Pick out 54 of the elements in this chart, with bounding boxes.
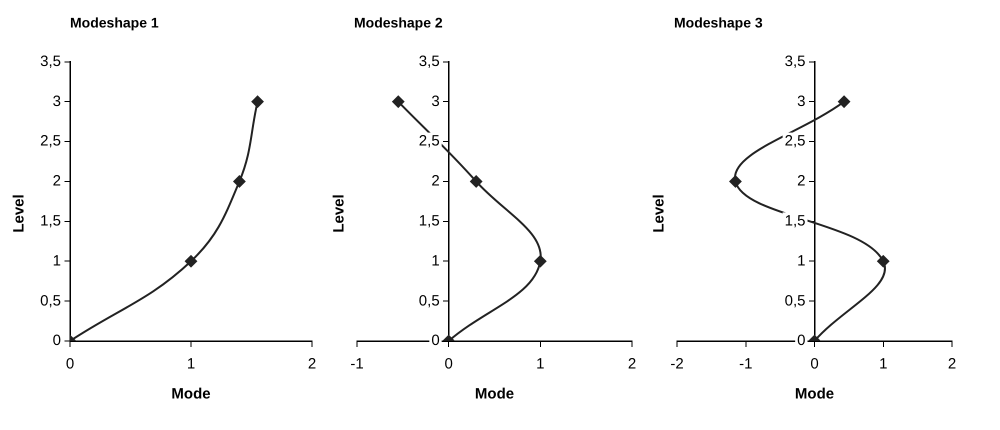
y-tick-label: 3 — [797, 92, 806, 110]
y-axis-title: Level — [650, 194, 668, 232]
y-tick-label: 2 — [797, 172, 806, 190]
y-tick-label: 0,5 — [418, 292, 440, 309]
point — [877, 254, 890, 267]
x-tick-label: 2 — [628, 355, 636, 372]
y-tick-label: 0,5 — [784, 292, 806, 309]
y-tick-label: 3 — [52, 92, 61, 110]
x-tick-label: -2 — [670, 355, 684, 372]
chart-title: Modeshape 1 — [70, 14, 159, 30]
y-tick-label: 2,5 — [418, 132, 440, 150]
point — [392, 95, 404, 108]
y-tick-label: 3,5 — [418, 52, 440, 70]
y-tick-label: 2 — [52, 172, 61, 190]
x-axis-title: Mode — [794, 385, 834, 402]
point — [729, 174, 742, 187]
y-tick-label: 1 — [52, 252, 61, 269]
y-tick-label: 1 — [797, 252, 806, 269]
x-tick-label: 2 — [308, 355, 316, 372]
point — [534, 254, 546, 267]
x-tick-label: -1 — [739, 355, 752, 372]
x-tick-label: 0 — [444, 355, 453, 372]
y-axis-title: Level — [10, 194, 28, 232]
chart-title: Modeshape 3 — [674, 14, 763, 30]
y-tick-label: 3,5 — [784, 52, 806, 70]
y-tick-label: 1 — [431, 252, 440, 269]
y-axis-title: Level — [330, 194, 348, 232]
x-tick-label: 1 — [186, 355, 196, 372]
point — [838, 95, 850, 108]
x-tick-label: 1 — [879, 355, 888, 372]
x-tick-label: 0 — [810, 355, 819, 372]
x-tick-label: 0 — [66, 355, 74, 372]
point — [470, 174, 482, 187]
x-axis-title: Mode — [474, 385, 514, 402]
x-tick-label: 1 — [536, 355, 545, 372]
x-tick-label: 2 — [948, 355, 956, 372]
y-tick-label: 0 — [431, 332, 440, 349]
y-tick-label: 3 — [431, 92, 440, 110]
point — [233, 174, 246, 187]
point — [252, 95, 264, 108]
y-tick-label: 0 — [52, 332, 61, 349]
y-tick-label: 1,5 — [40, 212, 61, 229]
point — [185, 254, 197, 267]
y-tick-label: 2 — [431, 172, 440, 190]
x-tick-label: -1 — [350, 355, 364, 372]
y-tick-label: 1,5 — [418, 212, 440, 229]
y-tick-label: 3,5 — [40, 52, 61, 70]
y-tick-label: 1,5 — [784, 212, 806, 229]
y-tick-label: 2,5 — [40, 132, 61, 150]
chart-title: Modeshape 2 — [354, 14, 443, 30]
x-axis-title: Mode — [171, 385, 211, 402]
y-tick-label: 0 — [797, 332, 806, 349]
y-tick-label: 0,5 — [40, 292, 61, 309]
y-tick-label: 2,5 — [784, 132, 806, 150]
